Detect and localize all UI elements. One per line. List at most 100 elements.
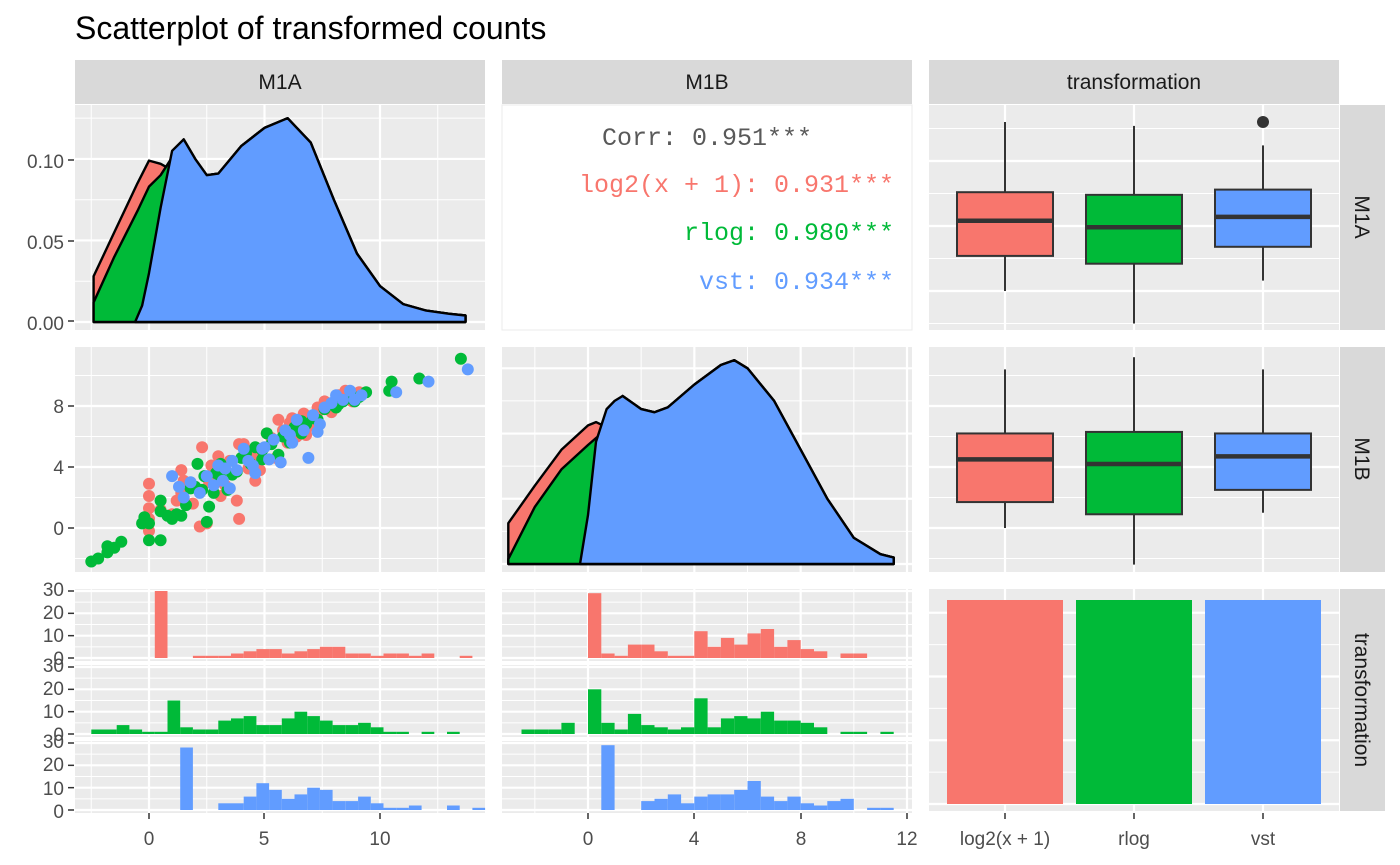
hist-m1a-bar-rlog	[370, 727, 384, 734]
strip-right-transformation	[1340, 589, 1385, 811]
scatter-point-log2-x-1	[272, 413, 285, 426]
scatter-point-vst	[263, 453, 276, 466]
hist-m1b-bar-vst	[641, 801, 655, 810]
x-tick-col3: log2(x + 1)	[960, 829, 1050, 850]
scatter-point-vst	[290, 413, 303, 426]
scatter-point-vst	[267, 433, 280, 446]
hist-m1b-bar-rlog	[814, 727, 828, 734]
corr-rlog: rlog: 0.980***	[684, 219, 894, 248]
scatter-point-rlog	[203, 500, 216, 513]
hist-m1a-bar-vst	[370, 803, 384, 810]
hist-m1b-bar-log2-x-1	[707, 646, 721, 658]
corr-overall: Corr: 0.951***	[602, 124, 812, 153]
hist-m1b-bar-rlog	[534, 729, 549, 734]
y-tick-row3: 10	[43, 626, 64, 647]
scatter-point-rlog	[154, 494, 167, 507]
scatter-point-vst	[311, 425, 324, 438]
scatter-point-vst	[173, 480, 185, 493]
hist-m1a-bar-log2-x-1	[281, 653, 295, 658]
hist-m1a-bar-log2-x-1	[256, 649, 270, 658]
hist-m1b-bar-log2-x-1	[681, 655, 695, 658]
x-tick-col1: 5	[259, 829, 270, 850]
hist-m1b-bar-rlog	[548, 729, 562, 734]
scatter-point-vst	[216, 474, 229, 487]
y-tick-row3: 0	[53, 802, 64, 823]
y-tick-row3: 30	[43, 732, 64, 753]
hist-m1a-bar-vst	[396, 807, 409, 810]
hist-m1b-bar-log2-x-1	[654, 651, 668, 658]
scatter-point-vst	[223, 482, 236, 495]
scatter-point-log2-x-1	[175, 464, 188, 477]
hist-m1a-bar-log2-x-1	[383, 653, 397, 658]
hist-m1a-bar-rlog	[396, 731, 409, 734]
hist-m1b-bar-rlog	[694, 698, 708, 734]
corr-vst: vst: 0.934***	[699, 268, 894, 297]
hist-m1a-bar-rlog	[383, 731, 397, 734]
y-tick-row2: 0	[53, 519, 64, 540]
strip-right-label-m1a: M1A	[1350, 195, 1373, 238]
hist-m1b-bar-rlog	[774, 720, 788, 734]
hist-m1a-bar-log2-x-1	[154, 591, 168, 658]
hist-m1a-bar-log2-x-1	[205, 655, 219, 658]
hist-m1a-bar-rlog	[231, 718, 244, 734]
x-tick-col2: 4	[689, 829, 700, 850]
hist-m1a-bar-vst	[408, 805, 422, 810]
hist-m1b-bar-rlog	[853, 731, 868, 734]
scatter-point-vst	[283, 429, 296, 441]
hist-m1b-bar-vst	[880, 807, 894, 810]
scatter-point-vst	[461, 363, 474, 376]
hist-m1b-bar-log2-x-1	[853, 653, 868, 658]
hist-m1b-bar-log2-x-1	[814, 651, 828, 658]
hist-m1b-bar-rlog	[707, 727, 721, 734]
hist-m1a-bar-log2-x-1	[370, 655, 384, 658]
hist-m1b-bar-vst	[681, 803, 695, 810]
hist-m1a-bar-vst	[231, 803, 244, 810]
chart-title: Scatterplot of transformed counts	[75, 10, 546, 46]
hist-m1b-bar-rlog	[654, 727, 668, 734]
hist-m1a-bar-log2-x-1	[332, 646, 346, 658]
hist-m1b-bar-log2-x-1	[601, 653, 615, 658]
hist-m1a-bar-vst	[307, 787, 320, 810]
hist-m1b-bar-rlog	[840, 731, 854, 734]
hist-m1a-bar-vst	[332, 801, 346, 810]
hist-m1a-bar-log2-x-1	[243, 651, 257, 658]
density-m1b-area-vst	[578, 359, 895, 566]
y-tick-row3: 30	[43, 580, 64, 601]
hist-m1a-bar-vst	[269, 789, 282, 810]
scatter-point-vst	[390, 386, 403, 399]
hist-m1a-bar-vst	[383, 807, 397, 810]
hist-m1b-bar-rlog	[880, 731, 894, 734]
scatter-point-log2-x-1	[143, 502, 155, 515]
hist-m1b-bar-log2-x-1	[787, 640, 801, 658]
hist-m1b-bar-log2-x-1	[694, 631, 708, 658]
scatter-point-rlog	[200, 515, 213, 528]
scatter-point-vst	[297, 424, 310, 437]
y-tick-row3: 30	[43, 656, 64, 677]
hist-m1a-bar-vst	[180, 747, 193, 810]
scatter-point-rlog	[143, 517, 155, 530]
hist-m1a-bar-rlog	[167, 700, 181, 734]
hist-m1b-bar-vst	[734, 789, 748, 810]
hist-m1b-bar-rlog	[734, 716, 748, 734]
hist-m1a-bar-log2-x-1	[358, 653, 371, 658]
hist-m1b-bar-log2-x-1	[627, 644, 642, 658]
scatter-point-vst	[344, 384, 356, 397]
hist-m1a-bar-log2-x-1	[218, 655, 231, 658]
x-tick-col2: 0	[583, 829, 594, 850]
hist-m1a-bar-log2-x-1	[459, 655, 473, 658]
scatter-point-vst	[200, 470, 213, 483]
hist-m1a-bar-vst	[447, 805, 460, 810]
hist-m1b-bar-vst	[601, 745, 615, 810]
bar-vst	[1205, 600, 1321, 804]
hist-m1a-bar-rlog	[104, 729, 117, 734]
y-tick-row3: 20	[43, 679, 64, 700]
hist-m1a-bar-rlog	[332, 725, 346, 734]
scatter-point-log2-x-1	[230, 494, 243, 507]
scatter-point-vst	[274, 456, 287, 469]
hist-m1a-bar-rlog	[358, 722, 371, 734]
hist-m1b-bar-vst	[774, 801, 788, 810]
hist-m1b-bar-vst	[720, 794, 735, 810]
box-m1a-box-log2-x-1	[956, 191, 1054, 257]
hist-m1a-bar-log2-x-1	[294, 651, 308, 658]
hist-m1b-bar-rlog	[787, 720, 801, 734]
